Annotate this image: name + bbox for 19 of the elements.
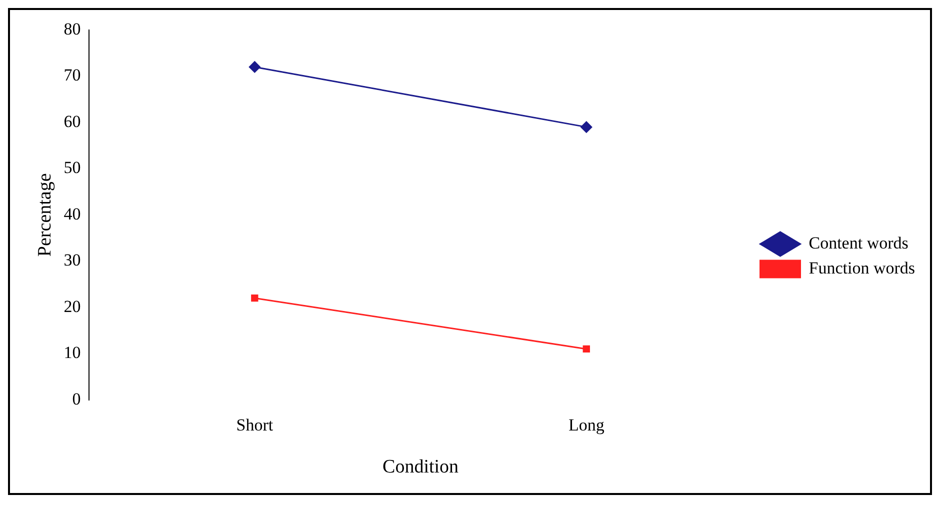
legend-label: Function words (808, 258, 915, 278)
y-tick-label: 50 (64, 158, 81, 178)
legend-label: Content words (808, 233, 908, 252)
point (580, 121, 592, 133)
x-axis-title: Condition (382, 456, 460, 478)
point (582, 345, 590, 353)
x-tick-label: Short (236, 415, 274, 434)
point (251, 294, 258, 302)
y-axis-title: Percentage (34, 173, 56, 257)
y-tick-label: 80 (64, 19, 81, 38)
y-tick-label: 60 (64, 112, 81, 131)
y-tick-label: 20 (64, 296, 81, 316)
y-tick-label: 30 (64, 250, 81, 270)
y-tick-label: 70 (64, 66, 81, 85)
y-tick-label: 40 (64, 204, 81, 224)
point (248, 61, 260, 73)
y-tick-label: 10 (64, 343, 81, 362)
x-tick-label: Long (568, 415, 605, 434)
y-tick-label: 0 (72, 389, 81, 408)
